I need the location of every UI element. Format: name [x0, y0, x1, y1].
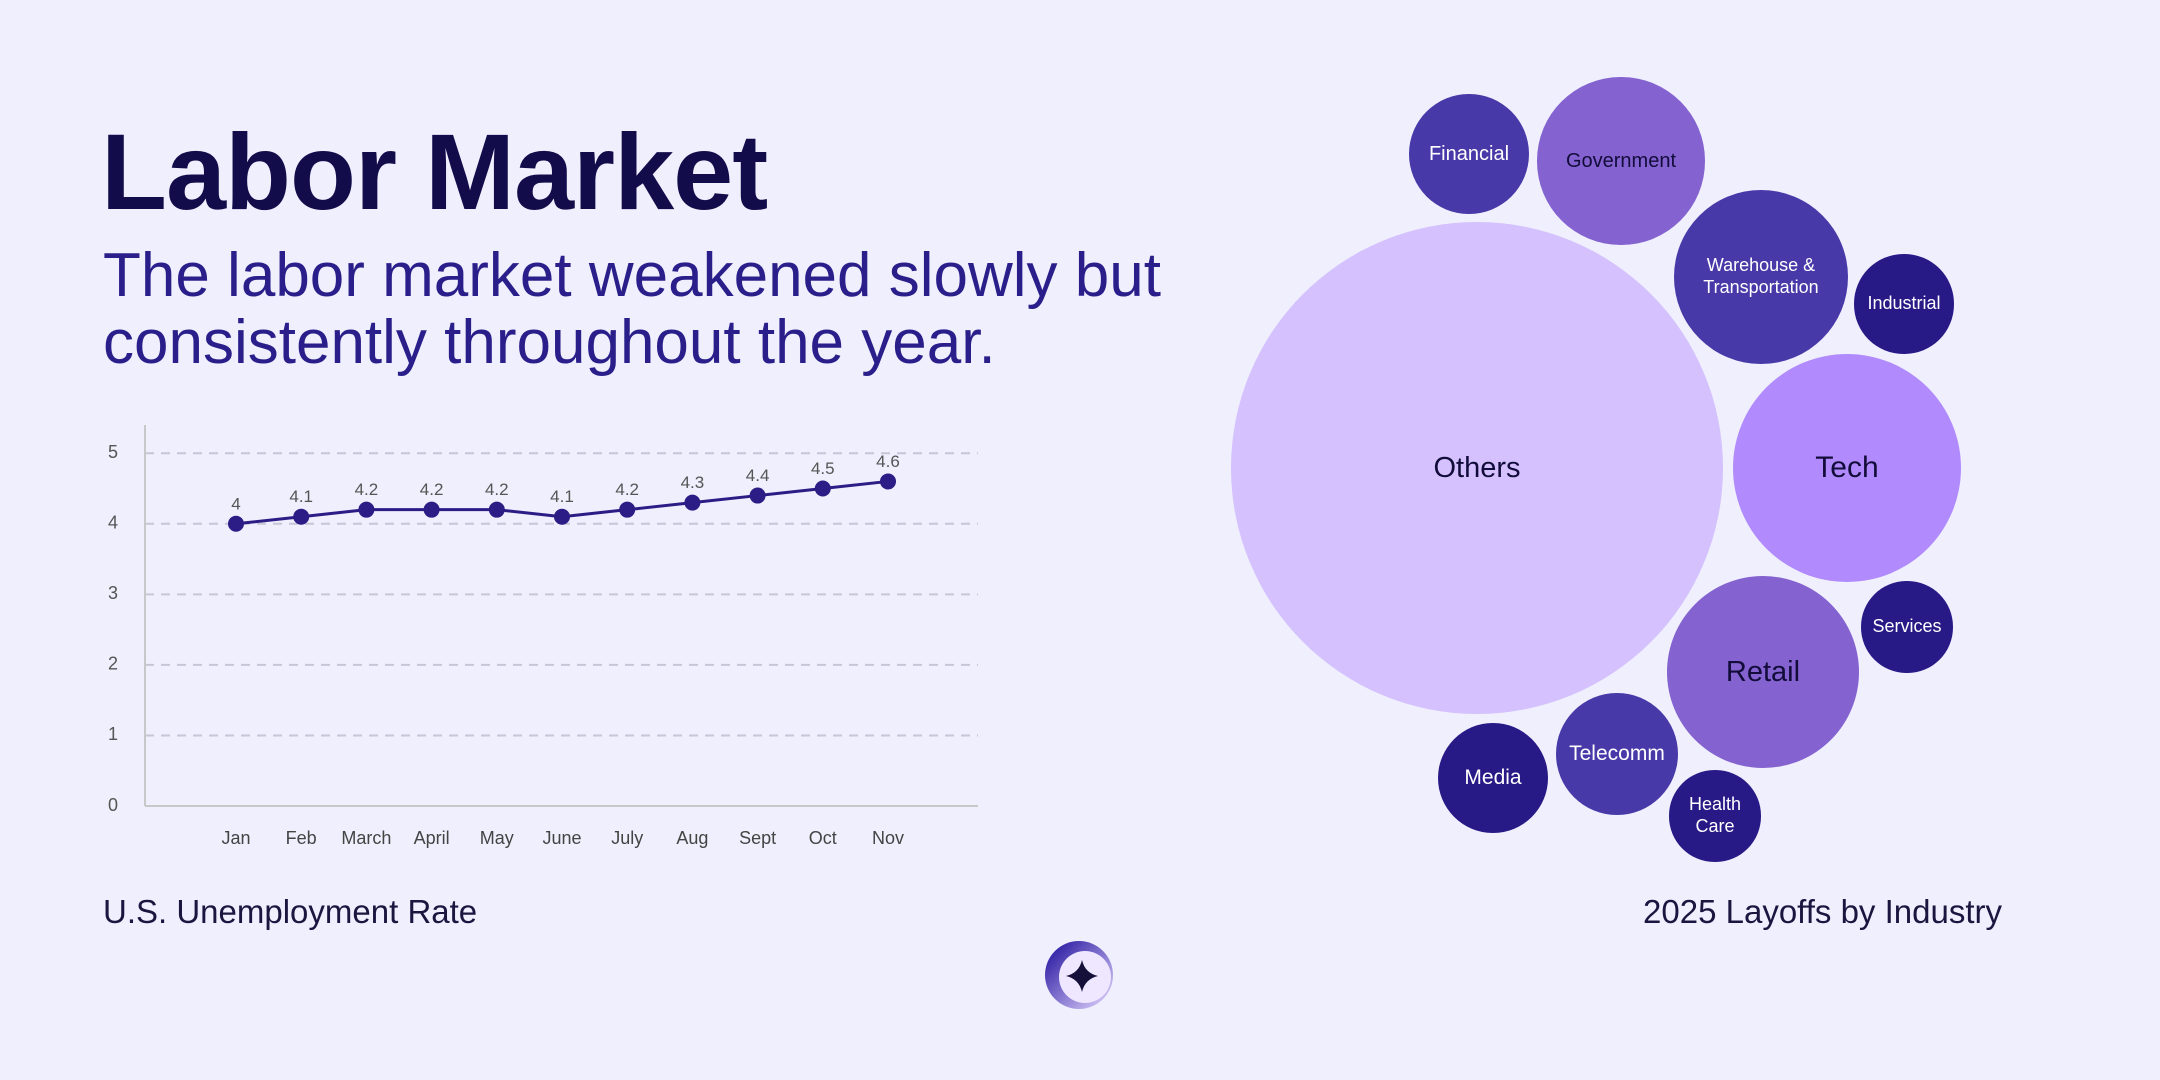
bubble: Others [1231, 222, 1723, 714]
y-tick-label: 3 [108, 583, 118, 603]
x-tick-label: Oct [809, 828, 837, 848]
bubble-label: Services [1872, 616, 1942, 637]
bubble-label: Industrial [1867, 293, 1941, 314]
data-point [423, 501, 440, 518]
data-point [814, 480, 831, 497]
bubble-label: Media [1464, 766, 1522, 790]
bubble: Retail [1666, 575, 1860, 769]
x-tick-label: July [611, 828, 643, 848]
bubble: Financial [1409, 94, 1529, 214]
data-point [749, 487, 766, 504]
line-chart: 0 1 2 3 4 5 Jan 4 Feb 4.1 March 4.2 April 4.2 May 4.2 Ju… [108, 425, 978, 848]
bubble-label: Health Care [1688, 794, 1741, 836]
bubble-label: Government [1565, 149, 1677, 172]
data-label: 4.6 [876, 452, 900, 471]
chart-title: 2025 Layoffs by Industry [1643, 893, 2002, 930]
page-subtitle: The labor market weakened slowly but con… [103, 241, 1161, 377]
x-tick-label: Jan [221, 828, 250, 848]
x-tick-label: May [480, 828, 514, 848]
bubble-label: Financial [1428, 142, 1510, 165]
data-label: 4.2 [485, 480, 509, 499]
bubble: Industrial [1854, 254, 1954, 354]
data-point [488, 501, 505, 518]
x-tick-label: Nov [872, 828, 904, 848]
data-point [684, 494, 701, 511]
x-tick-label: Aug [676, 828, 708, 848]
bubble: Warehouse & Transportation [1674, 190, 1848, 364]
data-point [293, 508, 310, 525]
bubble: Government [1537, 77, 1705, 245]
data-label: 4.2 [420, 480, 444, 499]
x-tick-label: Sept [739, 828, 776, 848]
bubble-label: Others [1433, 451, 1521, 484]
y-tick-label: 1 [108, 724, 118, 744]
bubble: Tech [1732, 353, 1962, 583]
x-tick-label: March [341, 828, 391, 848]
bubble: Services [1861, 581, 1953, 673]
bubble-label: Telecomm [1569, 742, 1665, 766]
data-label: 4.1 [289, 487, 313, 506]
data-label: 4.5 [811, 459, 835, 478]
x-tick-label: June [542, 828, 581, 848]
data-point [554, 508, 570, 525]
data-label: 4.2 [355, 480, 379, 499]
data-point [228, 515, 244, 532]
data-label: 4 [231, 494, 240, 513]
data-label: 4.1 [550, 487, 574, 506]
chart-title: U.S. Unemployment Rate [103, 893, 478, 930]
logo [1045, 941, 1113, 1009]
data-label: 4.2 [615, 480, 639, 499]
bubble-label: Warehouse & Transportation [1703, 255, 1819, 297]
bubble-label: Retail [1725, 655, 1801, 688]
page-title: Labor Market [101, 111, 768, 232]
y-tick-label: 4 [108, 513, 118, 533]
data-point [880, 473, 896, 490]
logo-inner [1059, 951, 1111, 1003]
bubble: Telecomm [1555, 692, 1679, 816]
data-label: 4.3 [681, 473, 705, 492]
x-tick-label: Feb [286, 828, 317, 848]
logo-star [1066, 960, 1098, 992]
data-point [358, 501, 375, 518]
y-tick-label: 0 [108, 795, 118, 815]
bubble: Health Care [1669, 770, 1761, 862]
y-tick-label: 5 [108, 442, 118, 462]
bubble-label: Tech [1815, 450, 1879, 484]
bubble: Media [1438, 723, 1548, 833]
y-tick-label: 2 [108, 654, 118, 674]
data-label: 4.4 [746, 466, 770, 485]
data-point [619, 501, 636, 518]
x-tick-label: April [414, 828, 450, 848]
